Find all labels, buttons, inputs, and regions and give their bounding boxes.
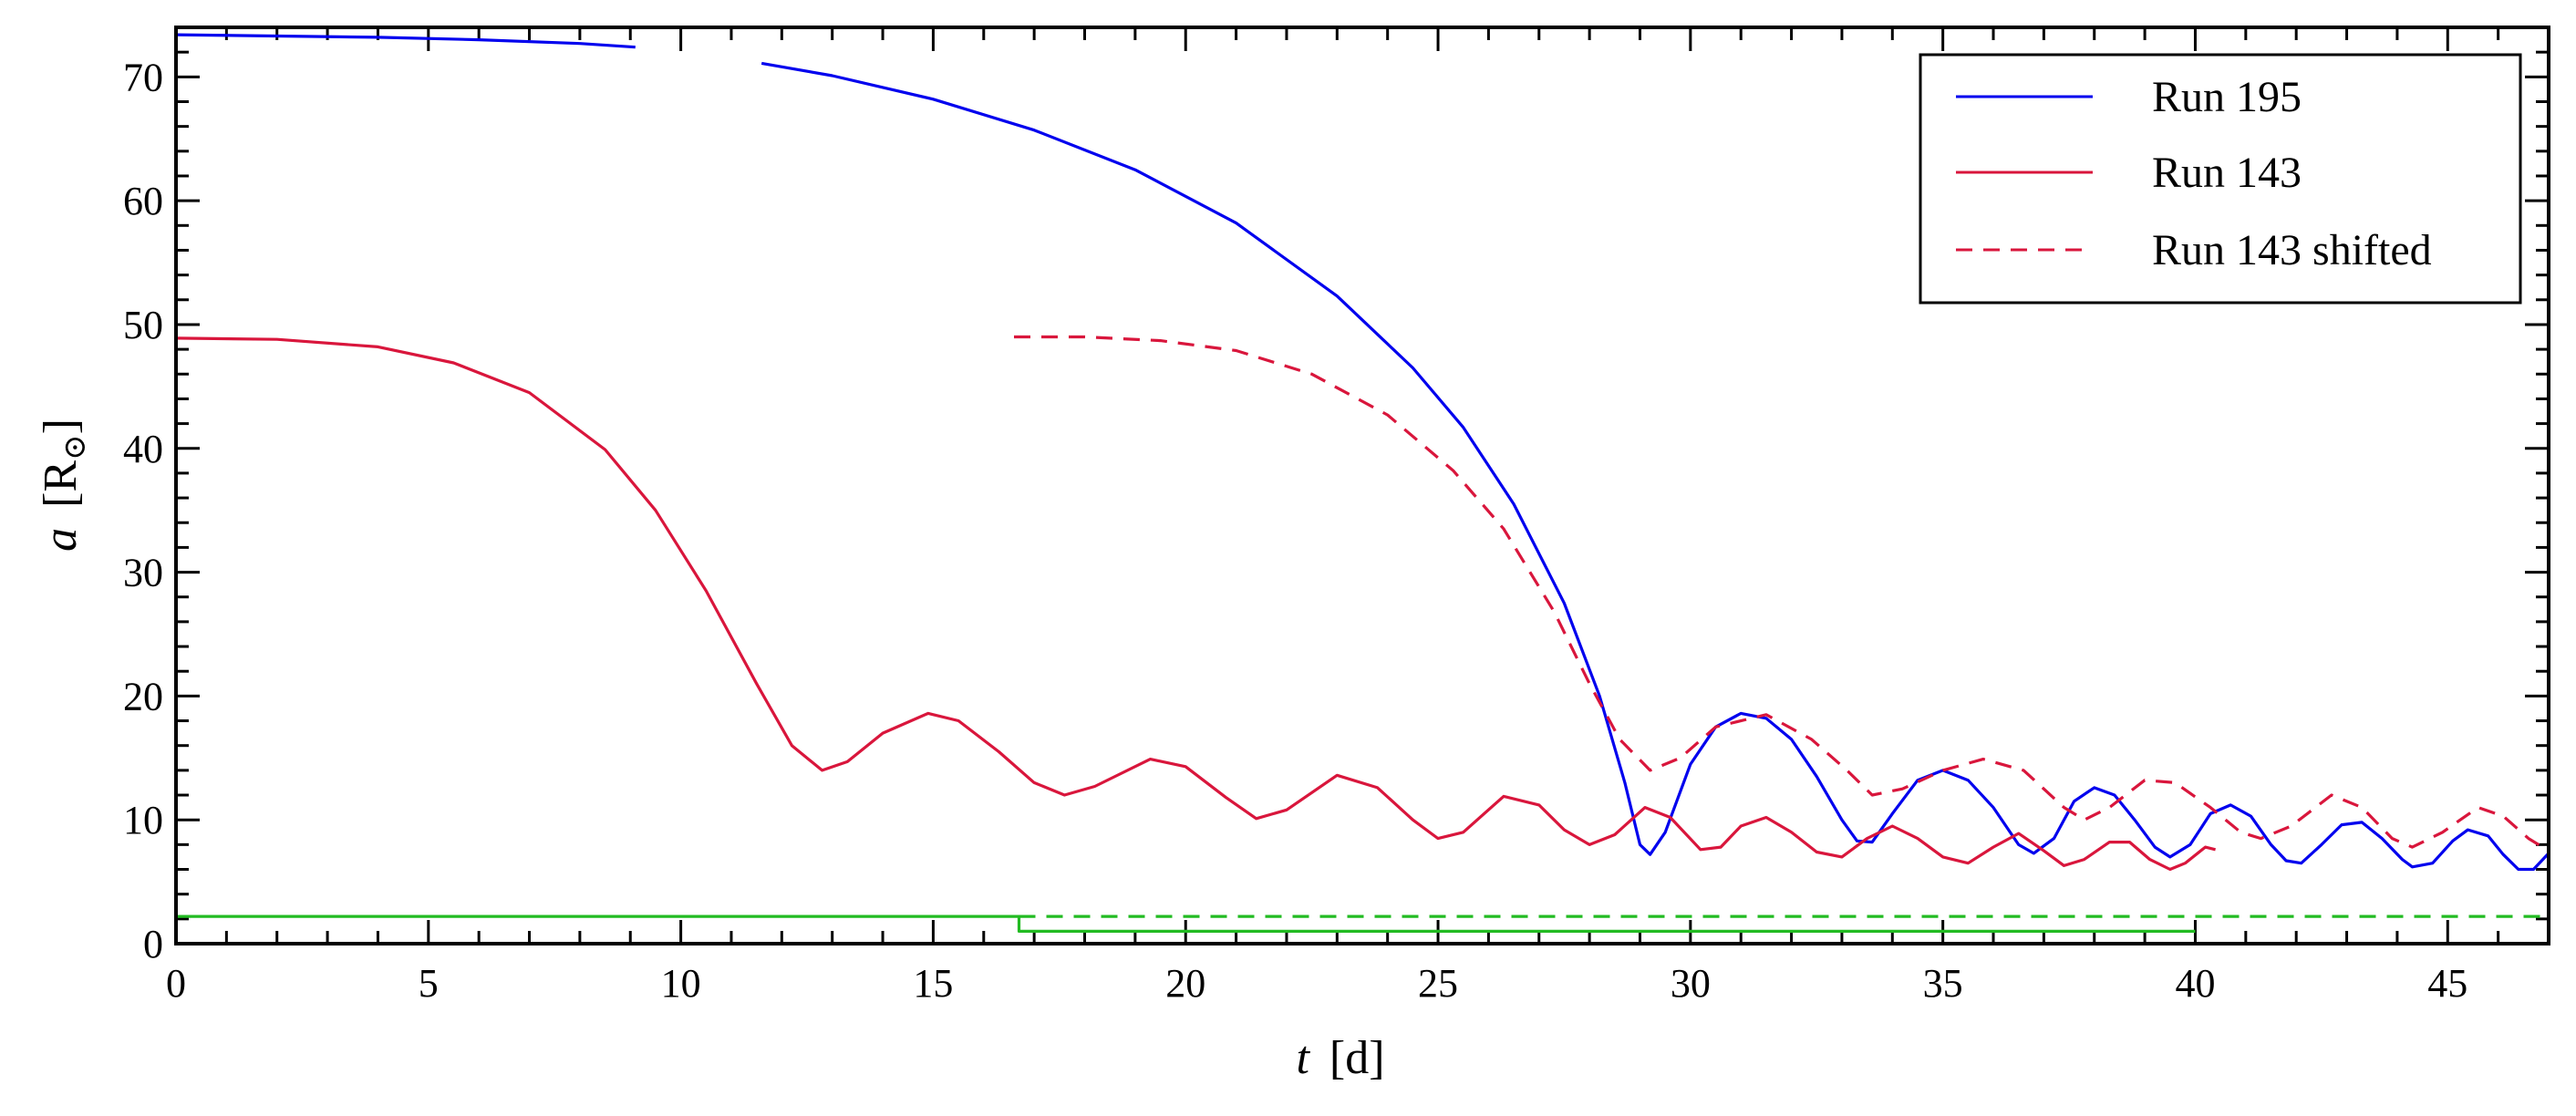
tick-labels: 0 5 10 15 20 25 30 35 40 45 0 10 20 30 40 50 60 70 — [123, 55, 2467, 1006]
x-tick-label: 5 — [419, 961, 439, 1006]
x-tick-label: 35 — [1923, 961, 1963, 1006]
plot-frame — [174, 26, 2550, 946]
y-axis-var: a — [35, 528, 87, 552]
x-axis-var: t — [1296, 1032, 1310, 1084]
y-tick-label: 30 — [123, 551, 163, 595]
x-tick-label: 45 — [2427, 961, 2467, 1006]
y-axis-unit-sub: ⊙ — [58, 434, 92, 460]
x-axis-label: t [d] — [1296, 1032, 1384, 1084]
y-tick-label: 50 — [123, 303, 163, 347]
x-tick-label: 20 — [1165, 961, 1205, 1006]
svg-text:a[R⊙]: a [R⊙] — [35, 418, 92, 552]
x-tick-label: 40 — [2175, 961, 2215, 1006]
y-tick-label: 60 — [123, 179, 163, 223]
series-line-run-143 — [176, 336, 2216, 872]
y-axis-label: a [R⊙] — [35, 418, 92, 552]
x-tick-label: 25 — [1418, 961, 1458, 1006]
series-group — [176, 33, 2549, 933]
x-tick-label: 0 — [166, 961, 186, 1006]
legend: Run 195 Run 143 Run 143 shifted — [1919, 53, 2522, 305]
y-tick-label: 10 — [123, 798, 163, 842]
y-tick-label: 20 — [123, 674, 163, 718]
x-axis-unit: [d] — [1329, 1032, 1385, 1084]
y-tick-label: 0 — [143, 922, 163, 966]
x-tick-label: 30 — [1671, 961, 1711, 1006]
series-line-run-195 — [760, 61, 2549, 872]
x-tick-label: 15 — [913, 961, 953, 1006]
x-tick-label: 10 — [661, 961, 701, 1006]
legend-label-run-195: Run 195 — [2152, 73, 2302, 121]
legend-label-run-143-shifted: Run 143 shifted — [2152, 226, 2432, 274]
series-line-series-3 — [176, 914, 2196, 933]
axis-ticks — [174, 26, 2550, 946]
series-line-run-143-shifted — [1014, 335, 2549, 852]
y-tick-label: 40 — [123, 427, 163, 471]
y-axis-unit-close: ] — [35, 418, 87, 434]
legend-label-run-143: Run 143 — [2152, 149, 2302, 197]
series-line-run-195 — [176, 33, 636, 49]
y-tick-label: 70 — [123, 55, 163, 99]
y-axis-unit: [R — [35, 460, 87, 508]
